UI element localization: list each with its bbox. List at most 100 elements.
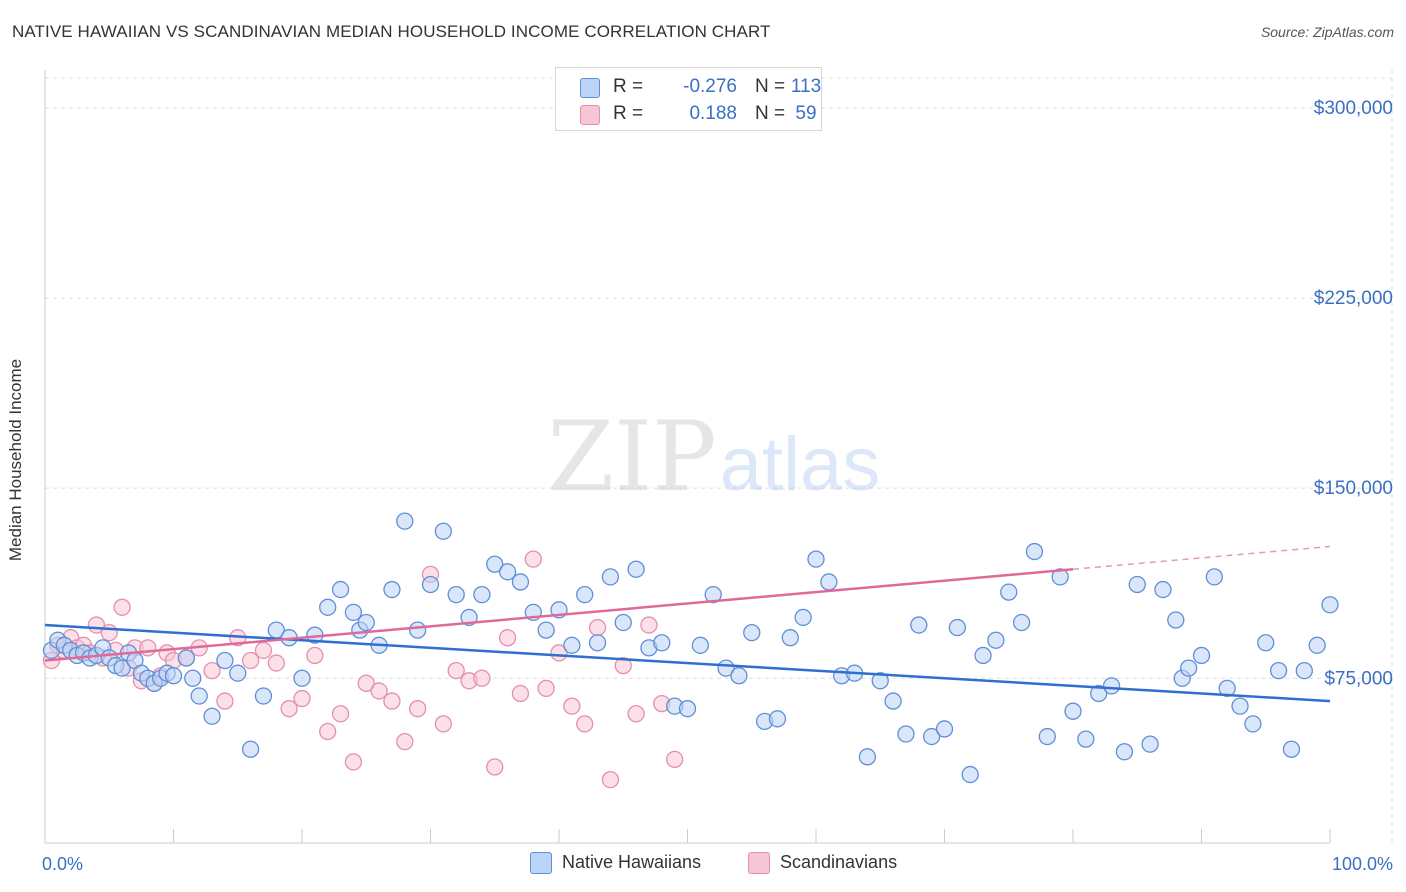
scatter-point-native-hawaiian: [627, 560, 645, 578]
scatter-point-native-hawaiian: [1192, 646, 1211, 665]
legend-swatch-pink: [748, 852, 770, 874]
scatter-point-native-hawaiian: [1167, 611, 1185, 629]
legend-swatch-blue: [530, 852, 552, 874]
scatter-point-native-hawaiian: [383, 580, 401, 599]
scatter-point-native-hawaiian: [961, 765, 979, 784]
tick-labels: $75,000 $150,000 $225,000 $300,000 0.0% 100.0…: [42, 98, 1393, 874]
legend-r-label: R =: [613, 76, 644, 97]
y-axis-title: Median Household Income: [6, 358, 25, 562]
scatter-point-native-hawaiian: [357, 613, 375, 632]
legend-swatch-pink: [580, 105, 600, 125]
scatter-point-native-hawaiian: [241, 740, 260, 758]
scatter-point-native-hawaiian: [1257, 634, 1275, 652]
scatter-point-native-hawaiian: [229, 664, 247, 682]
scatter-point-native-hawaiian: [1244, 715, 1262, 733]
scatter-point-native-hawaiian: [293, 669, 311, 687]
scatter-point-native-hawaiian: [691, 636, 709, 654]
trend-line-native-hawaiians: [44, 623, 1331, 703]
scatter-point-scandinavian: [216, 692, 234, 710]
scatter-point-native-hawaiian: [1154, 580, 1172, 599]
trend-line-scandinavians-extrapolated: [1072, 545, 1331, 571]
scatter-point-native-hawaiian: [331, 580, 350, 599]
scatter-point-native-hawaiian: [511, 573, 530, 591]
legend-r-value: -0.276: [683, 76, 737, 97]
scatter-point-native-hawaiian: [601, 568, 620, 586]
scatter-point-native-hawaiian: [1180, 659, 1198, 677]
scatter-point-native-hawaiian: [408, 621, 427, 639]
scatter-point-native-hawaiian: [730, 667, 748, 685]
scatter-point-scandinavian: [139, 639, 157, 657]
scatter-point-scandinavian: [511, 684, 530, 703]
scatter-point-native-hawaiian: [588, 634, 607, 652]
scatter-point-native-hawaiian: [1141, 735, 1159, 753]
legend-n-label: N =: [755, 103, 786, 124]
trend-lines: [44, 545, 1331, 703]
scatter-point-native-hawaiian: [794, 608, 812, 627]
scatter-point-native-hawaiian: [563, 636, 581, 654]
scatter-point-native-hawaiian: [1025, 542, 1044, 561]
scatter-point-native-hawaiian: [614, 613, 632, 632]
scatter-point-native-hawaiian: [396, 512, 414, 530]
scatter-point-native-hawaiian: [743, 623, 761, 642]
scatter-point-native-hawaiian: [1090, 684, 1108, 703]
scatter-point-native-hawaiian: [1064, 702, 1082, 720]
scatter-point-scandinavian: [306, 646, 324, 665]
x-tick-label: 0.0%: [42, 854, 83, 874]
scatter-point-native-hawaiian: [1282, 740, 1301, 758]
legend-r-value: 0.188: [689, 103, 737, 124]
axes: [44, 70, 1331, 844]
scatter-point-native-hawaiian: [974, 646, 992, 665]
scatter-point-scandinavian: [293, 689, 311, 708]
scatter-point-native-hawaiian: [164, 667, 183, 685]
scatter-point-scandinavian: [434, 715, 453, 733]
scatter-point-native-hawaiian: [1000, 583, 1018, 601]
scatter-point-scandinavian: [331, 705, 350, 723]
watermark-zip: ZIP: [547, 401, 716, 513]
scatter-point-native-hawaiian: [1077, 730, 1095, 748]
scatter-point-native-hawaiian: [910, 616, 928, 634]
gridlines: [45, 70, 1393, 843]
legend-label: Scandinavians: [780, 852, 898, 872]
scatter-point-native-hawaiian: [987, 631, 1005, 649]
scatter-point-native-hawaiian: [1205, 568, 1223, 586]
scatter-point-scandinavian: [614, 656, 632, 675]
scatter-point-scandinavian: [447, 662, 465, 680]
scatter-point-native-hawaiian: [871, 672, 889, 690]
scatter-point-scandinavian: [203, 662, 221, 680]
scatter-point-native-hawaiian: [948, 618, 966, 637]
y-tick-label: $225,000: [1314, 288, 1393, 309]
scatter-point-native-hawaiian: [216, 651, 234, 670]
scatter-point-native-hawaiian: [184, 669, 202, 687]
x-tick-label: 100.0%: [1332, 854, 1393, 874]
scatter-point-scandinavian: [486, 758, 504, 776]
scatter-point-native-hawaiian: [1128, 575, 1146, 594]
scatter-point-scandinavian: [601, 770, 620, 789]
scatter-point-scandinavian: [524, 550, 542, 568]
scatter-point-native-hawaiian: [935, 720, 954, 738]
scatter-point-native-hawaiian: [807, 550, 825, 568]
y-tick-label: $300,000: [1314, 98, 1393, 119]
scatter-point-native-hawaiian: [434, 522, 453, 540]
scatter-point-scandinavian: [473, 669, 491, 687]
scatter-point-native-hawaiian: [1321, 596, 1339, 614]
scatter-point-scandinavian: [370, 682, 388, 700]
scatter-point-native-hawaiian: [1051, 568, 1069, 586]
scatter-point-native-hawaiian: [1218, 679, 1236, 698]
legend-label: Native Hawaiians: [562, 852, 702, 872]
scatter-point-scandinavian: [357, 674, 375, 692]
y-tick-label: $150,000: [1314, 478, 1393, 499]
scatter-point-native-hawaiian: [768, 710, 787, 728]
scatter-point-native-hawaiian: [704, 585, 722, 604]
scatter-point-scandinavian: [576, 715, 594, 733]
scatter-point-native-hawaiian: [177, 649, 196, 667]
scatter-point-scandinavian: [627, 705, 645, 723]
scatter-point-native-hawaiian: [884, 692, 902, 710]
scatter-point-native-hawaiian: [447, 585, 465, 604]
scatter-point-scandinavian: [666, 750, 684, 769]
scatter-point-native-hawaiian: [203, 707, 221, 725]
scatter-point-native-hawaiian: [1269, 662, 1288, 680]
scatter-point-native-hawaiian: [1012, 613, 1031, 632]
scatter-point-scandinavian: [267, 654, 285, 672]
scatter-point-native-hawaiian: [1102, 677, 1121, 695]
scatter-point-native-hawaiian: [1308, 636, 1326, 654]
